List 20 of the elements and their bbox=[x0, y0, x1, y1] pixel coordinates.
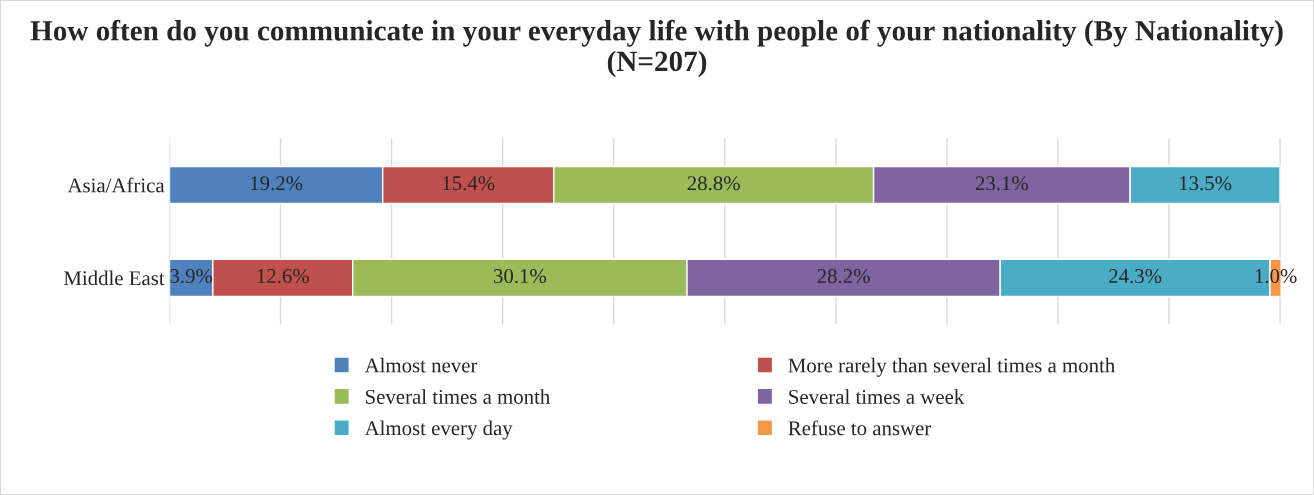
y-tick-label: Middle East bbox=[63, 270, 165, 286]
chart-title: How often do you communicate in your everyday life with people of your nationality (By Nationality) (N=207) bbox=[30, 19, 1283, 78]
legend-label: Refuse to answer bbox=[788, 420, 932, 436]
data-label: 15.4% bbox=[443, 176, 495, 191]
legend-label: Several times a month bbox=[365, 389, 551, 404]
data-label: 23.1% bbox=[975, 176, 1029, 191]
legend-label: Several times a week bbox=[789, 389, 965, 404]
y-tick-label: Asia/Africa bbox=[67, 177, 165, 193]
legend-label: More rarely than several times a month bbox=[788, 357, 1115, 377]
data-label: 13.5% bbox=[1180, 176, 1232, 191]
data-label: 3.9% bbox=[170, 268, 213, 284]
data-label: 24.3% bbox=[1109, 268, 1162, 284]
data-label: 28.2% bbox=[817, 268, 870, 284]
data-label: 1.0% bbox=[1255, 268, 1297, 284]
data-label: 19.2% bbox=[251, 176, 303, 191]
data-label: 28.8% bbox=[687, 176, 740, 191]
legend-label: Almost never bbox=[364, 357, 478, 373]
legend-label: Almost every day bbox=[364, 420, 513, 440]
data-label: 30.1% bbox=[493, 268, 547, 284]
data-label: 12.6% bbox=[257, 268, 309, 284]
